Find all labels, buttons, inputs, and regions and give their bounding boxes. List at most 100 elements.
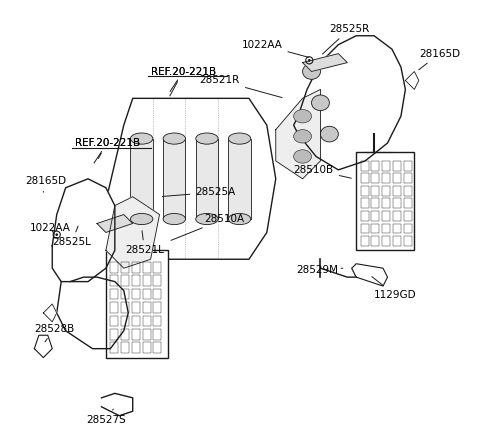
Bar [121, 329, 129, 340]
Polygon shape [406, 72, 419, 89]
Polygon shape [97, 215, 132, 232]
Bar [110, 262, 119, 273]
Text: 28529M: 28529M [296, 266, 343, 275]
Bar [393, 211, 401, 221]
Text: 1022AA: 1022AA [241, 40, 309, 57]
Bar [382, 236, 390, 246]
Text: 28521R: 28521R [200, 76, 282, 97]
Bar [143, 342, 151, 353]
Ellipse shape [312, 95, 329, 111]
Bar [153, 302, 161, 313]
Bar [360, 211, 369, 221]
Bar [372, 224, 380, 233]
Ellipse shape [228, 214, 251, 224]
Bar [153, 262, 161, 273]
Circle shape [55, 233, 58, 236]
Text: 28525R: 28525R [323, 24, 370, 54]
Bar [143, 262, 151, 273]
Bar [393, 236, 401, 246]
Text: 28510A: 28510A [171, 214, 244, 240]
Ellipse shape [294, 110, 312, 123]
Bar [382, 173, 390, 183]
Text: 28525A: 28525A [162, 187, 236, 197]
Bar [356, 152, 414, 250]
Ellipse shape [294, 130, 312, 143]
Ellipse shape [228, 133, 251, 144]
Bar [360, 236, 369, 246]
Circle shape [308, 59, 311, 62]
Bar [372, 198, 380, 208]
Bar [110, 316, 119, 326]
Bar [372, 173, 380, 183]
Text: 28165D: 28165D [25, 176, 67, 192]
Text: 28165D: 28165D [419, 49, 460, 70]
Bar [132, 275, 140, 286]
Bar [393, 186, 401, 196]
Bar [132, 329, 140, 340]
Text: 28527S: 28527S [86, 409, 126, 425]
Text: 1129GD: 1129GD [372, 277, 417, 300]
Bar [372, 186, 380, 196]
Bar [404, 236, 412, 246]
Bar [404, 224, 412, 233]
Ellipse shape [196, 133, 218, 144]
Bar [131, 139, 153, 219]
Bar [121, 275, 129, 286]
Polygon shape [106, 197, 159, 268]
Bar [132, 342, 140, 353]
Bar [132, 289, 140, 299]
Bar [382, 186, 390, 196]
Polygon shape [57, 277, 128, 349]
Bar [393, 161, 401, 171]
Text: 28528B: 28528B [35, 324, 74, 342]
Bar [382, 198, 390, 208]
Text: 28510B: 28510B [294, 165, 351, 178]
Bar [393, 173, 401, 183]
Polygon shape [106, 98, 276, 259]
Ellipse shape [163, 214, 185, 224]
Bar [110, 289, 119, 299]
Bar [153, 329, 161, 340]
Bar [121, 342, 129, 353]
Ellipse shape [163, 133, 185, 144]
Bar [121, 289, 129, 299]
Text: REF.20-221B: REF.20-221B [74, 138, 140, 159]
Bar [121, 262, 129, 273]
Bar [228, 139, 251, 219]
Bar [372, 236, 380, 246]
Bar [121, 302, 129, 313]
Bar [404, 173, 412, 183]
Bar [132, 302, 140, 313]
Bar [360, 198, 369, 208]
Bar [393, 198, 401, 208]
Ellipse shape [321, 127, 338, 142]
Bar [372, 161, 380, 171]
Bar [153, 342, 161, 353]
Bar [360, 224, 369, 233]
Ellipse shape [302, 64, 321, 80]
Text: REF.20-221B: REF.20-221B [74, 138, 140, 163]
Bar [360, 161, 369, 171]
Polygon shape [101, 393, 132, 416]
Bar [143, 302, 151, 313]
Text: 1022AA: 1022AA [30, 223, 71, 233]
Bar [110, 342, 119, 353]
Bar [153, 275, 161, 286]
Text: REF.20-221B: REF.20-221B [151, 67, 216, 92]
Bar [163, 139, 185, 219]
Bar [360, 173, 369, 183]
Text: 28521L: 28521L [125, 231, 164, 255]
Bar [132, 316, 140, 326]
Text: REF.20-221B: REF.20-221B [151, 67, 216, 96]
Bar [121, 316, 129, 326]
Polygon shape [294, 36, 406, 170]
Bar [110, 329, 119, 340]
Bar [143, 275, 151, 286]
Polygon shape [276, 89, 321, 179]
Bar [372, 211, 380, 221]
Bar [106, 250, 168, 358]
Ellipse shape [131, 214, 153, 224]
Polygon shape [302, 54, 347, 72]
Bar [404, 186, 412, 196]
Bar [196, 139, 218, 219]
